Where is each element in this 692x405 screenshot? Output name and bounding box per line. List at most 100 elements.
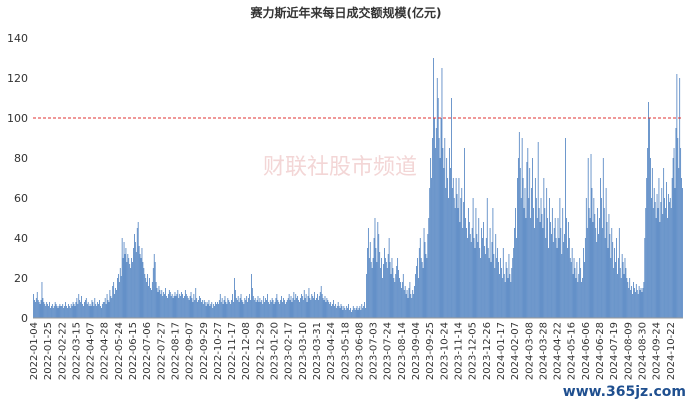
bar: [231, 300, 232, 318]
x-tick-label: 2024-10-22: [666, 322, 677, 380]
x-tick-label: 2022-07-06: [142, 322, 153, 380]
bar: [402, 274, 404, 318]
bar: [411, 298, 413, 318]
bar: [264, 302, 265, 318]
bar: [34, 302, 36, 318]
bar: [483, 222, 484, 318]
bar: [151, 290, 152, 318]
y-tick-label: 80: [14, 152, 28, 165]
x-tick-label: 2022-10-27: [213, 322, 224, 380]
bar: [648, 102, 649, 318]
bar: [42, 298, 44, 318]
bar: [534, 228, 535, 318]
bar: [166, 296, 167, 318]
bar: [36, 292, 38, 318]
bar: [393, 278, 395, 318]
bar: [584, 238, 586, 318]
bar: [448, 198, 449, 318]
bar: [634, 292, 636, 318]
bar: [330, 302, 332, 318]
bar: [292, 298, 294, 318]
bar: [138, 246, 140, 318]
bar: [295, 294, 297, 318]
bar: [230, 304, 232, 318]
bar: [258, 302, 260, 318]
bar: [362, 308, 364, 318]
corner-text: www.365jz.com: [563, 384, 686, 400]
x-tick-label: 2023-09-04: [411, 322, 422, 380]
bar: [363, 306, 365, 318]
bar: [631, 286, 632, 318]
bar: [599, 218, 600, 318]
bar: [233, 302, 234, 318]
bar: [83, 306, 84, 318]
bar: [283, 298, 284, 318]
bar: [99, 300, 100, 318]
bar: [526, 162, 528, 318]
bar: [488, 258, 490, 318]
bar: [403, 290, 405, 318]
bar: [365, 308, 366, 318]
bar: [161, 290, 163, 318]
bar: [210, 304, 212, 318]
bar: [134, 234, 135, 318]
bar: [64, 306, 65, 318]
bar: [285, 302, 287, 318]
bar: [537, 142, 539, 318]
bar: [456, 194, 458, 318]
bar: [245, 300, 247, 318]
bar: [587, 158, 589, 318]
bar: [50, 308, 51, 318]
bar: [656, 194, 658, 318]
bar: [386, 268, 388, 318]
bar: [533, 208, 534, 318]
y-tick-label: 100: [7, 112, 28, 125]
bar: [168, 290, 170, 318]
bar: [39, 304, 41, 318]
bar: [240, 294, 242, 318]
bar: [241, 300, 243, 318]
bar: [358, 308, 360, 318]
bar: [506, 268, 508, 318]
bar: [380, 268, 382, 318]
bar: [272, 300, 274, 318]
bar: [84, 300, 86, 318]
bar: [384, 248, 385, 318]
bar: [415, 274, 416, 318]
bar: [379, 252, 381, 318]
bar: [563, 242, 565, 318]
bar: [53, 306, 55, 318]
bar: [457, 208, 459, 318]
bar: [351, 310, 353, 318]
bar: [400, 282, 401, 318]
bar: [410, 294, 412, 318]
bar: [254, 298, 256, 318]
bar: [628, 288, 630, 318]
bar: [418, 248, 420, 318]
bar: [511, 268, 513, 318]
x-tick-label: 2022-01-25: [43, 322, 54, 380]
bar: [111, 298, 113, 318]
bar: [444, 138, 446, 318]
bar: [331, 306, 332, 318]
bar: [92, 302, 94, 318]
bar: [385, 262, 387, 318]
bar: [510, 282, 512, 318]
bar: [215, 302, 216, 318]
bar: [647, 148, 649, 318]
bar: [281, 296, 282, 318]
bar: [172, 298, 174, 318]
bar: [189, 296, 191, 318]
bar: [82, 304, 83, 318]
bar: [208, 300, 210, 318]
bar: [596, 242, 598, 318]
bar: [428, 218, 430, 318]
bar: [682, 188, 683, 318]
bar: [152, 268, 154, 318]
bar: [521, 138, 523, 318]
bar: [670, 208, 672, 318]
bar: [625, 268, 627, 318]
bar: [341, 306, 343, 318]
bar: [296, 298, 298, 318]
bar: [502, 248, 504, 318]
